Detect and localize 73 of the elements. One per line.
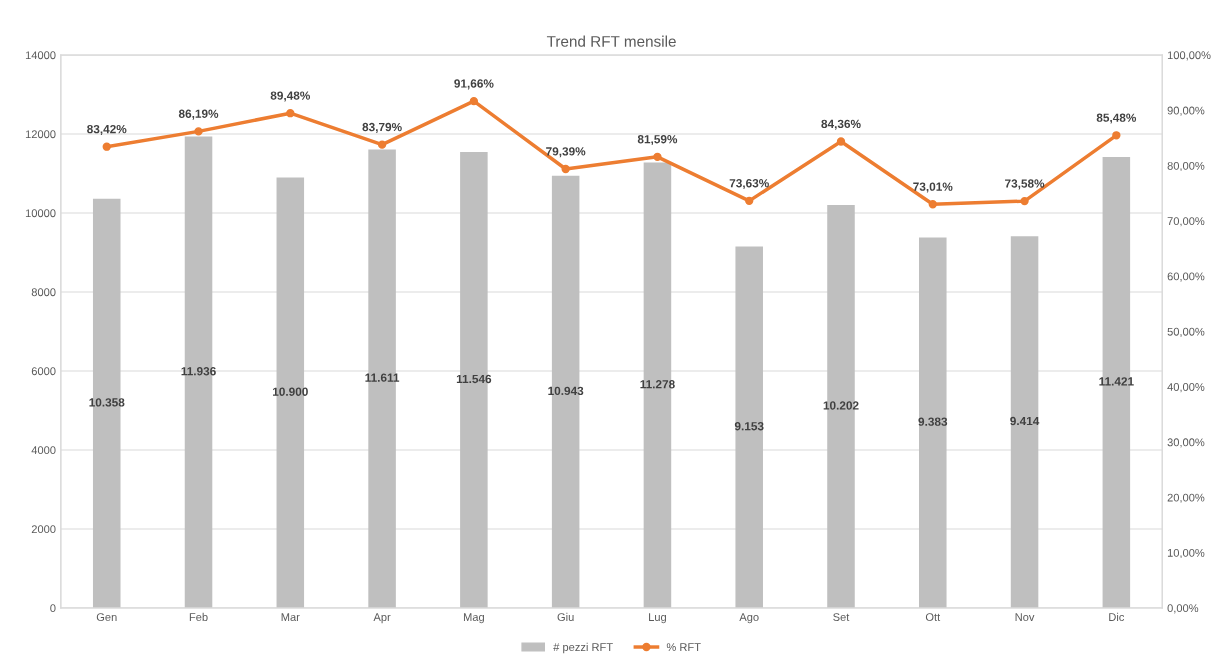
point — [836, 137, 846, 146]
bar — [1010, 236, 1039, 608]
data-label: 10.202 — [823, 401, 859, 410]
x-tick-label: Apr — [373, 613, 391, 624]
bar — [735, 246, 763, 608]
data-label: 84,36% — [821, 119, 861, 130]
data-label: 9.153 — [734, 422, 764, 431]
chart-title: Trend RFT mensile — [546, 35, 676, 47]
x-tick-label: Ago — [739, 613, 759, 624]
x-tick-label: Mag — [463, 613, 484, 624]
y2-tick-label: 20,00% — [1167, 493, 1205, 503]
x-tick-label: Feb — [189, 612, 208, 621]
y-tick-label: 8000 — [31, 288, 56, 297]
y2-tick-label: 90,00% — [1167, 106, 1205, 116]
data-label: 11.611 — [365, 373, 400, 382]
data-label: 79,39% — [546, 147, 586, 158]
data-label: 10.358 — [89, 398, 125, 407]
data-label: 85,48% — [1096, 113, 1137, 124]
point — [194, 127, 203, 136]
y2-tick-label: 30,00% — [1167, 438, 1205, 448]
legend-label: % RFT — [666, 643, 701, 651]
point — [561, 164, 570, 174]
point — [1020, 196, 1029, 206]
data-label: 11.421 — [1099, 377, 1134, 386]
data-label: 9.414 — [1010, 416, 1040, 426]
y2-tick-label: 80,00% — [1167, 161, 1205, 172]
x-tick-label: Nov — [1015, 613, 1035, 621]
x-tick-label: Lug — [649, 613, 666, 624]
data-label: 73,63% — [729, 179, 769, 190]
x-tick-label: Giu — [557, 612, 574, 621]
y-tick-label: 2000 — [31, 525, 56, 534]
data-label: 73,58% — [1005, 179, 1045, 190]
point — [286, 109, 295, 118]
y-tick-label: 12000 — [25, 130, 56, 139]
x-tick-label: Gen — [96, 613, 117, 621]
point — [377, 140, 387, 149]
data-label: 83,42% — [87, 124, 127, 135]
y2-tick-label: 10,00% — [1167, 548, 1205, 559]
y-tick-label: 10000 — [25, 209, 56, 218]
data-label: 86,19% — [178, 109, 219, 120]
x-tick-label: Set — [833, 613, 850, 621]
data-label: 73,01% — [913, 182, 953, 193]
y-tick-label: 4000 — [31, 446, 56, 455]
legend-label: # pezzi RFT — [553, 642, 613, 654]
y-tick-label: 0 — [50, 604, 56, 613]
data-label: 11.278 — [640, 380, 675, 389]
y2-tick-label: 50,00% — [1167, 327, 1205, 337]
y2-tick-label: 60,00% — [1167, 272, 1205, 282]
bar — [919, 237, 947, 608]
x-tick-label: Mar — [281, 613, 300, 621]
x-tick-label: Ott — [925, 613, 941, 621]
y2-tick-label: 40,00% — [1167, 383, 1205, 393]
point — [1112, 131, 1121, 140]
data-label: 83,79% — [362, 122, 402, 133]
point — [928, 200, 937, 209]
y2-tick-label: 100,00% — [1167, 51, 1211, 61]
data-label: 11.936 — [181, 367, 216, 376]
point — [469, 96, 479, 106]
y-tick-label: 14000 — [25, 51, 56, 60]
x-tick-label: Dic — [1109, 612, 1125, 621]
point — [653, 152, 662, 161]
data-label: 89,48% — [270, 91, 311, 102]
data-label: 10.943 — [548, 386, 584, 396]
point — [745, 196, 754, 206]
data-label: 81,59% — [637, 135, 678, 146]
data-label: 10.900 — [273, 387, 308, 396]
data-label: 11.546 — [456, 374, 492, 384]
data-label: 9.383 — [918, 417, 948, 426]
data-label: 91,66% — [454, 79, 494, 90]
y2-tick-label: 70,00% — [1167, 217, 1205, 227]
y2-tick-label: 0,00% — [1167, 604, 1199, 614]
y-tick-label: 6000 — [31, 367, 56, 376]
point — [102, 142, 111, 151]
